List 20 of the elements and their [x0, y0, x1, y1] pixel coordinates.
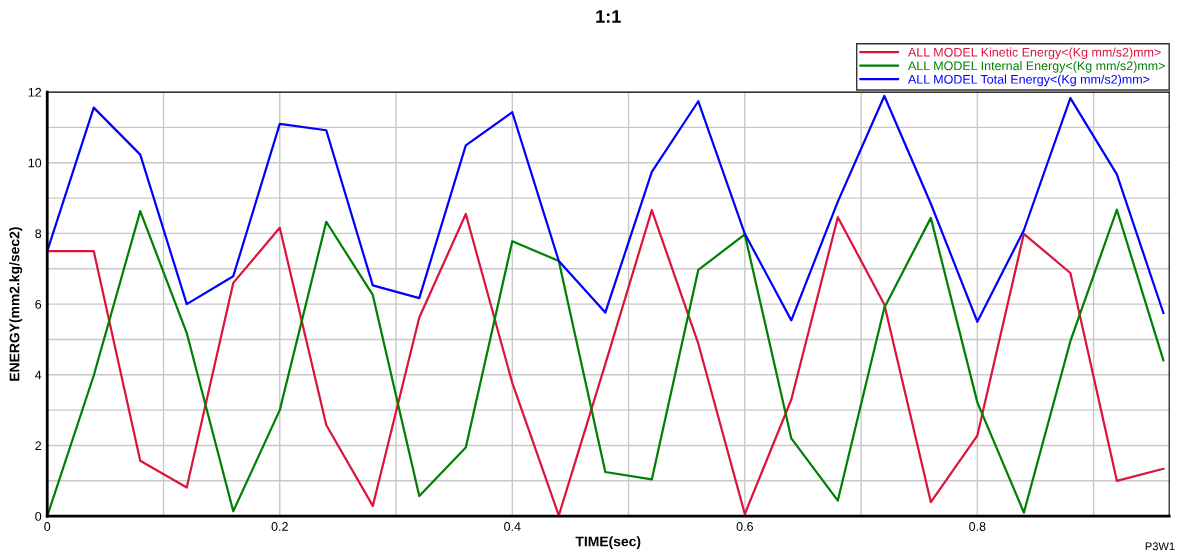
- y-axis-title: ENERGY(mm2.kg/sec2): [9, 227, 23, 381]
- y-tick-label: 8: [35, 229, 42, 239]
- x-tick-label: 0.8: [969, 522, 986, 531]
- x-tick-label: 0.2: [271, 522, 288, 531]
- text: P3W1: [1145, 542, 1175, 551]
- legend-label: ALL MODEL Total Energy<(Kg mm/s2)mm>: [907, 74, 1150, 87]
- y-tick-label: 2: [35, 441, 42, 450]
- y-tick-label: 4: [35, 370, 42, 380]
- y-tick-label: 0: [35, 511, 42, 521]
- legend-label: ALL MODEL Internal Energy<(Kg mm/s2)mm>: [907, 61, 1165, 73]
- x-tick-label: 0.4: [504, 522, 521, 531]
- line-series: [47, 94, 1165, 323]
- legend-label: ALL MODEL Kinetic Energy<(Kg mm/s2)mm>: [907, 47, 1161, 60]
- chart-title: 1:1: [596, 10, 621, 23]
- x-tick-label: 0: [44, 522, 51, 531]
- x-axis-title: TIME(sec): [575, 536, 641, 550]
- x-tick-label: 0.6: [736, 522, 753, 531]
- y-tick-label: 10: [28, 158, 42, 168]
- y-tick-label: 6: [35, 299, 42, 309]
- y-tick-label: 12: [28, 87, 42, 97]
